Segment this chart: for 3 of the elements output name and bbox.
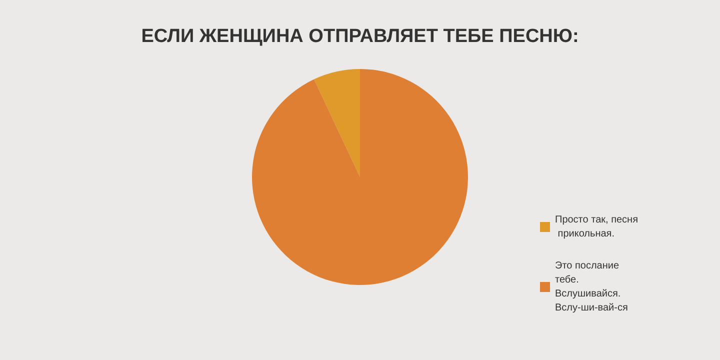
- legend-label: Это послание тебе. Вслушивайся. Вслу-ши-вай-ся: [555, 260, 628, 314]
- legend-label: Просто так, песня прикольная.: [555, 214, 638, 240]
- chart-title: ЕСЛИ ЖЕНЩИНА ОТПРАВЛЯЕТ ТЕБЕ ПЕСНЮ:: [141, 26, 579, 47]
